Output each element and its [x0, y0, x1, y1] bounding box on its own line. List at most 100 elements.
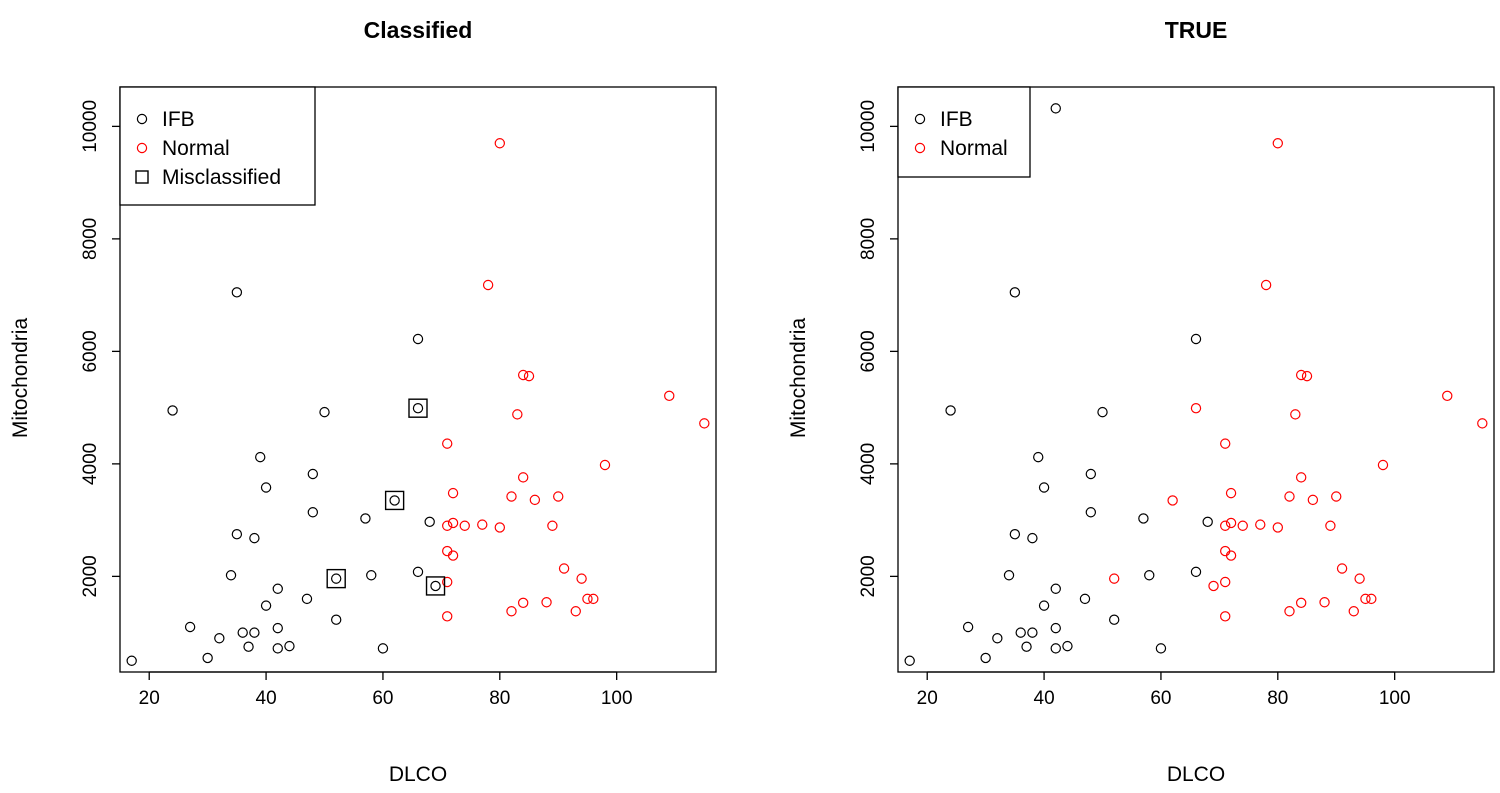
y-tick-label: 8000	[858, 218, 879, 260]
legend: IFB Normal Misclassified	[119, 86, 316, 206]
data-point	[1108, 573, 1120, 584]
data-point	[184, 621, 196, 633]
data-point	[442, 611, 453, 622]
data-point	[582, 593, 593, 605]
data-point	[389, 495, 400, 506]
data-point	[330, 573, 342, 584]
x-tick-label: 60	[372, 688, 393, 709]
data-point	[1202, 516, 1213, 528]
data-point	[243, 641, 254, 652]
x-tick-label: 80	[1267, 688, 1288, 709]
data-point	[442, 520, 453, 531]
data-point	[1079, 593, 1091, 605]
legend-square-icon	[135, 170, 149, 184]
data-point	[1220, 520, 1231, 531]
data-point	[231, 287, 243, 298]
data-point	[517, 597, 529, 609]
true-panel: TRUE DLCO Mitochondria 20 40 60 80 100 2000 40…	[787, 17, 1495, 786]
data-point	[1167, 495, 1178, 506]
data-point	[249, 532, 260, 544]
data-point	[442, 576, 453, 588]
y-tick-label: 8000	[80, 218, 101, 260]
data-point	[980, 652, 991, 664]
data-point	[1290, 409, 1301, 420]
x-tick-label: 80	[489, 688, 510, 709]
data-point	[1477, 418, 1488, 429]
data-point	[1050, 583, 1061, 594]
data-point	[301, 593, 313, 605]
y-tick-label: 2000	[80, 555, 101, 597]
data-point	[1021, 641, 1032, 652]
data-point	[1220, 438, 1231, 449]
data-point	[945, 405, 956, 416]
data-point	[506, 606, 517, 617]
legend-circle-icon	[914, 113, 926, 125]
data-point	[962, 621, 974, 633]
misclassified-square-marker	[425, 576, 446, 596]
data-point	[249, 627, 260, 638]
data-point	[482, 279, 494, 291]
data-point	[412, 566, 424, 578]
data-point	[1050, 643, 1061, 654]
legend-circle-icon	[914, 142, 926, 154]
data-point	[1336, 563, 1348, 574]
data-point	[1108, 614, 1120, 625]
data-point	[1272, 522, 1284, 533]
x-axis-title: DLCO	[389, 763, 447, 786]
data-point	[1033, 451, 1044, 463]
legend-label: Normal	[940, 137, 1008, 160]
y-tick-label: 2000	[858, 555, 879, 597]
data-point	[202, 652, 213, 664]
data-point	[1295, 472, 1307, 483]
data-point	[459, 520, 470, 531]
data-point	[442, 438, 453, 449]
y-axis-title: Mitochondria	[787, 318, 810, 439]
x-tick-label: 20	[917, 688, 938, 709]
data-point	[237, 627, 248, 638]
data-point	[1062, 640, 1073, 652]
data-point	[523, 370, 535, 382]
data-point	[272, 583, 283, 594]
data-point	[1360, 593, 1371, 605]
data-point	[1284, 491, 1295, 502]
data-point	[1015, 627, 1026, 638]
data-point	[1354, 573, 1365, 584]
y-tick-label: 10000	[858, 100, 879, 153]
legend-box	[897, 86, 1031, 178]
chart-title: TRUE	[1165, 17, 1228, 43]
y-tick-label: 6000	[80, 330, 101, 372]
data-point	[319, 406, 330, 418]
x-tick-label: 20	[139, 688, 160, 709]
data-point	[1144, 570, 1155, 581]
data-point	[284, 640, 295, 652]
data-point	[412, 402, 424, 414]
data-point	[588, 593, 599, 605]
data-point	[1027, 532, 1038, 544]
legend-label: IFB	[162, 108, 195, 131]
legend-circle-icon	[136, 142, 148, 154]
data-point	[477, 519, 488, 530]
data-point	[231, 528, 243, 540]
data-point	[1319, 597, 1330, 608]
data-point	[1348, 606, 1359, 617]
data-point	[307, 507, 319, 518]
data-point	[506, 491, 517, 502]
data-point	[447, 517, 459, 529]
data-point	[494, 522, 506, 533]
data-point	[167, 405, 178, 416]
y-tick-label: 6000	[858, 330, 879, 372]
data-point	[699, 418, 710, 429]
x-tick-label: 40	[256, 688, 277, 709]
data-point	[430, 580, 441, 592]
data-point	[360, 513, 371, 524]
data-point	[1260, 279, 1272, 291]
x-axis-title: DLCO	[1167, 763, 1225, 786]
data-point	[517, 369, 529, 381]
data-point	[1295, 369, 1307, 381]
data-point	[547, 520, 558, 531]
data-point	[1050, 622, 1061, 634]
data-point	[1208, 580, 1219, 592]
data-point	[992, 633, 1003, 644]
data-point	[1307, 494, 1319, 506]
data-point	[214, 633, 225, 644]
